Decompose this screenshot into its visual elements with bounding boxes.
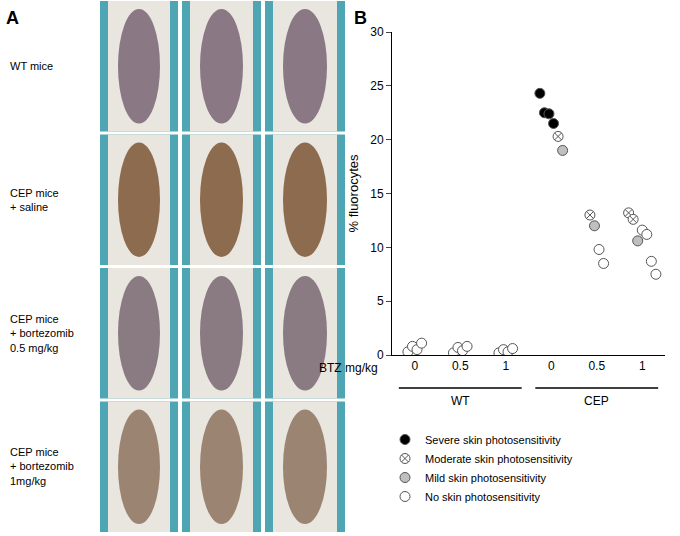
- svg-text:1: 1: [639, 359, 646, 373]
- svg-text:10: 10: [370, 241, 384, 255]
- svg-text:No skin photosensitivity: No skin photosensitivity: [425, 491, 540, 503]
- svg-text:Mild skin photosensitivity: Mild skin photosensitivity: [425, 472, 547, 484]
- svg-text:0: 0: [548, 359, 555, 373]
- svg-text:B: B: [354, 8, 367, 28]
- svg-text:A: A: [6, 8, 19, 28]
- svg-text:0.5: 0.5: [452, 359, 469, 373]
- svg-text:CEP: CEP: [584, 394, 609, 408]
- svg-text:20: 20: [370, 133, 384, 147]
- svg-text:0: 0: [411, 359, 418, 373]
- svg-text:1: 1: [502, 359, 509, 373]
- svg-text:5: 5: [377, 294, 384, 308]
- svg-text:CEP mice+ bortezomib1mg/kg: CEP mice+ bortezomib1mg/kg: [10, 446, 74, 487]
- svg-text:BTZ mg/kg: BTZ mg/kg: [319, 361, 378, 375]
- svg-text:0: 0: [377, 348, 384, 362]
- svg-text:Moderate skin photosensitivity: Moderate skin photosensitivity: [425, 453, 573, 465]
- svg-text:15: 15: [370, 187, 384, 201]
- svg-text:WT mice: WT mice: [10, 60, 53, 72]
- svg-text:Severe skin photosensitivity: Severe skin photosensitivity: [425, 434, 561, 446]
- svg-text:25: 25: [370, 79, 384, 93]
- svg-text:WT: WT: [451, 394, 470, 408]
- svg-text:CEP mice+ saline: CEP mice+ saline: [10, 187, 59, 213]
- svg-text:CEP mice+ bortezomib0.5 mg/kg: CEP mice+ bortezomib0.5 mg/kg: [10, 313, 74, 354]
- svg-text:0.5: 0.5: [588, 359, 605, 373]
- svg-text:30: 30: [370, 25, 384, 39]
- svg-text:% fluorocytes: % fluorocytes: [346, 154, 361, 233]
